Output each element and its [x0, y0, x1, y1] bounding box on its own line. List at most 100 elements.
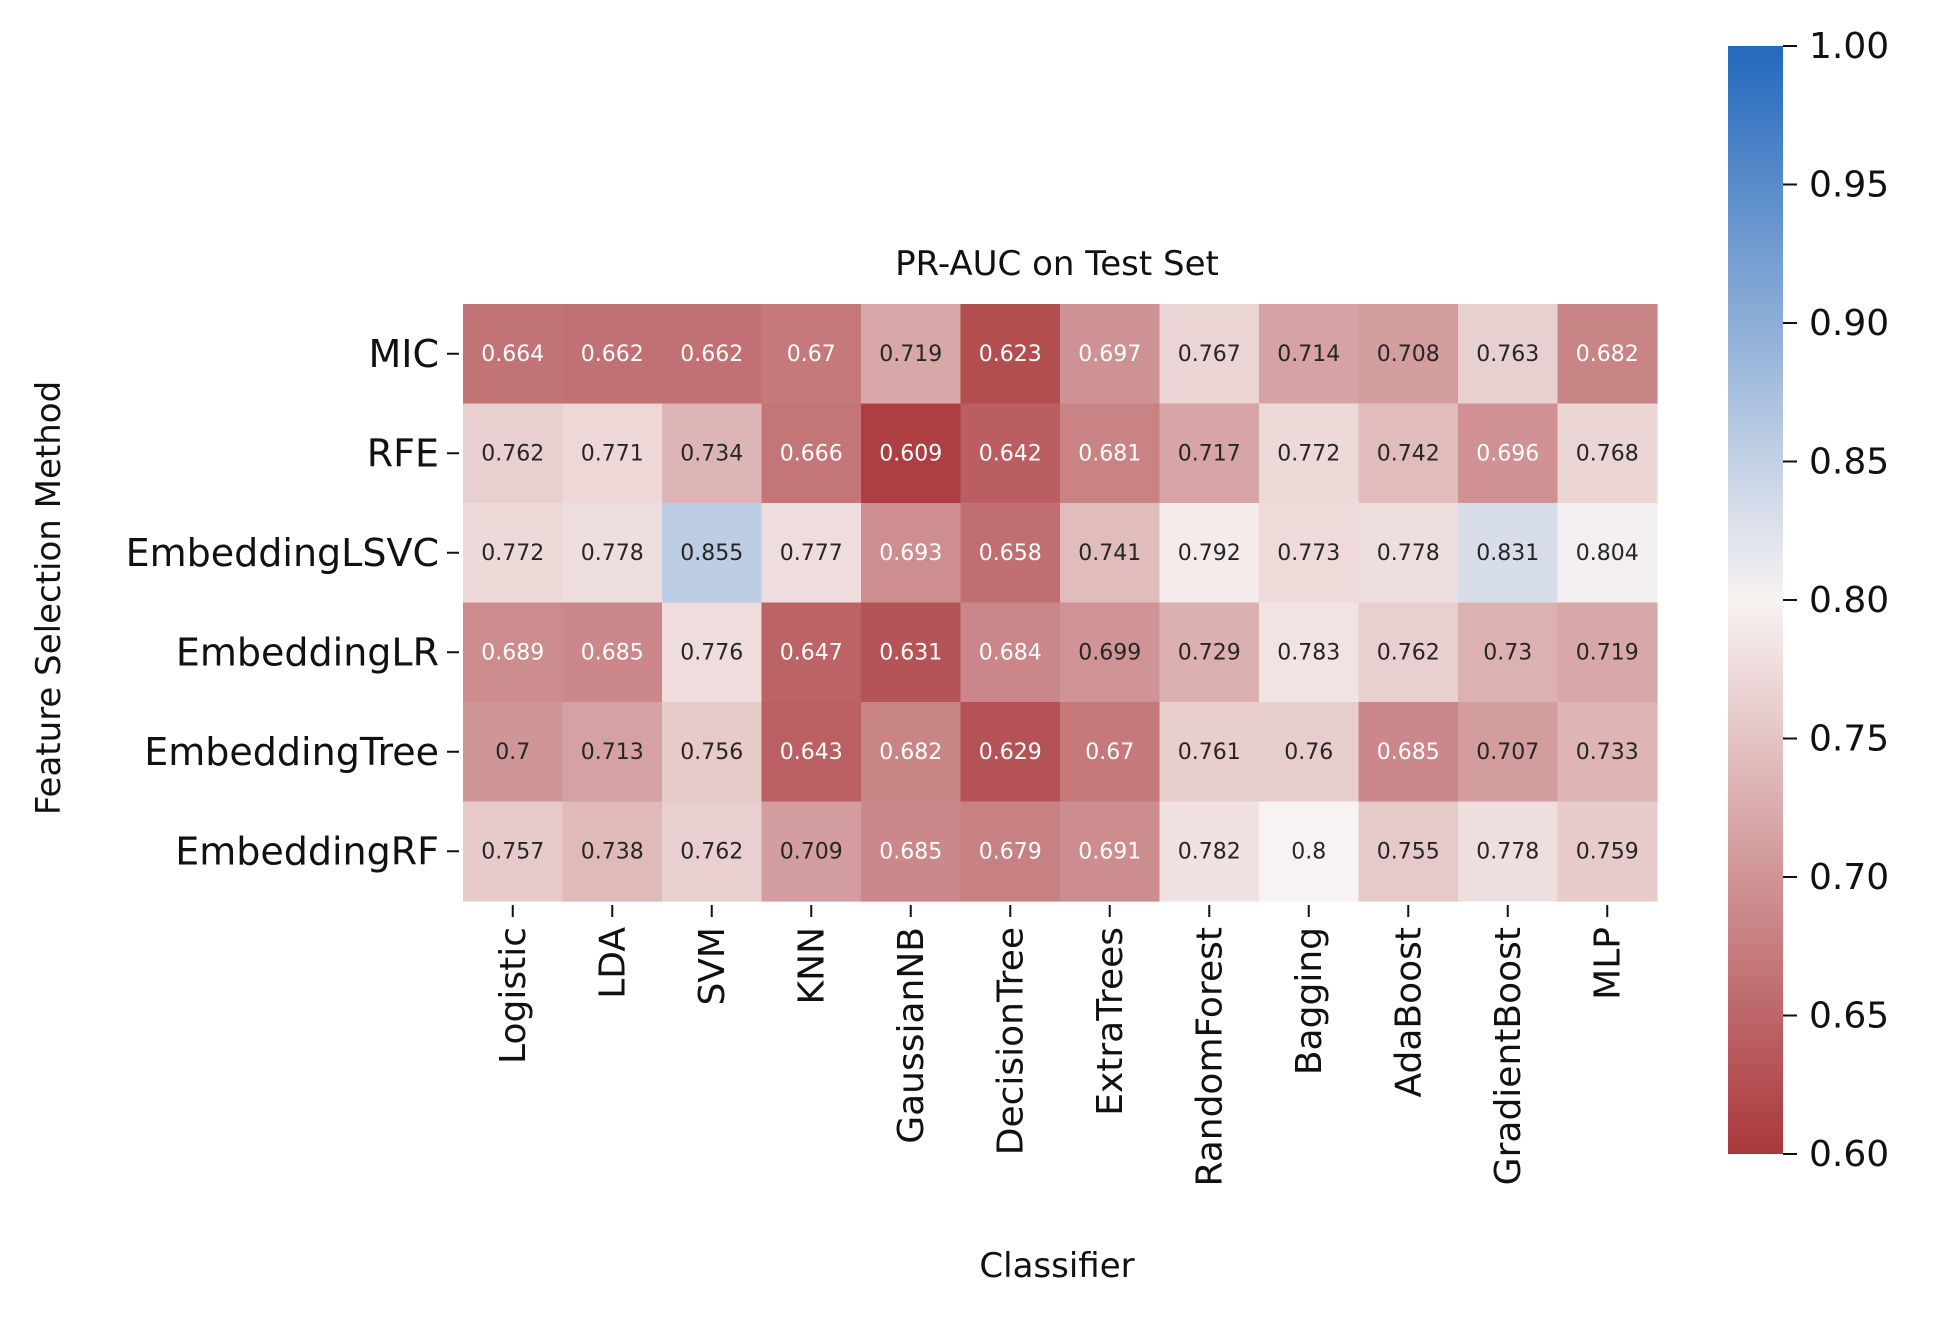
heatmap-cell-label-3-10: 0.73	[1483, 640, 1532, 665]
row-label-2: EmbeddingLSVC	[126, 531, 439, 575]
heatmap-cell-0-1	[562, 304, 663, 405]
heatmap-cell-label-3-8: 0.783	[1277, 640, 1340, 665]
heatmap-cell-0-10	[1458, 304, 1559, 405]
heatmap-cell-label-1-9: 0.742	[1377, 441, 1440, 466]
column-label-0: Logistic	[493, 927, 534, 1064]
column-tick-labels: Logistic LDA SVM KNN GaussianNB DecisionTree E…	[493, 905, 1628, 1187]
heatmap-cell-labels: 0.664 0.662 0.662 0.67 0.719 0.623 0.697 0.767 0…	[481, 342, 1638, 865]
heatmap-cell-label-2-0: 0.772	[481, 541, 544, 566]
heatmap-cell-label-2-9: 0.778	[1377, 541, 1440, 566]
heatmap-cell-label-4-3: 0.643	[780, 740, 843, 765]
colorbar-ticks: 0.60 0.65 0.70 0.75 0.80 0.85 0.90 0.95 1.00	[1783, 26, 1889, 1175]
colorbar-tick-label-6: 0.90	[1809, 303, 1889, 344]
heatmap-cell-1-0	[463, 403, 564, 504]
heatmap-cell-0-9	[1358, 304, 1459, 405]
heatmap-cell-3-10	[1458, 602, 1559, 703]
heatmap-cell-3-0	[463, 602, 564, 703]
column-label-2: SVM	[692, 927, 733, 1006]
column-label-9: AdaBoost	[1388, 927, 1429, 1098]
heatmap-cell-label-3-11: 0.719	[1576, 640, 1639, 665]
column-label-1: LDA	[592, 927, 633, 999]
heatmap-cell-label-3-0: 0.689	[481, 640, 544, 665]
heatmap-cell-3-11	[1557, 602, 1658, 703]
column-label-11: MLP	[1587, 927, 1628, 1000]
heatmap-cell-5-0	[463, 801, 564, 902]
heatmap-cell-label-4-6: 0.67	[1085, 740, 1134, 765]
heatmap-cell-label-2-8: 0.773	[1277, 541, 1340, 566]
heatmap-cell-label-2-3: 0.777	[780, 541, 843, 566]
heatmap-cell-4-4	[861, 702, 962, 803]
heatmap-cell-0-6	[1060, 304, 1161, 405]
heatmap-cell-4-5	[960, 702, 1061, 803]
colorbar	[1728, 46, 1783, 1154]
heatmap-cell-label-3-5: 0.684	[979, 640, 1042, 665]
heatmap-cell-5-4	[861, 801, 962, 902]
colorbar-tick-label-8: 1.00	[1809, 26, 1889, 67]
heatmap-cell-label-2-1: 0.778	[581, 541, 644, 566]
heatmap-cell-label-5-10: 0.778	[1476, 839, 1539, 864]
heatmap-cell-0-4	[861, 304, 962, 405]
row-label-5: EmbeddingRF	[175, 829, 439, 873]
heatmap-cell-label-3-2: 0.776	[680, 640, 743, 665]
heatmap-cell-label-5-4: 0.685	[879, 839, 942, 864]
row-label-4: EmbeddingTree	[144, 730, 439, 774]
heatmap-cell-label-0-11: 0.682	[1576, 342, 1639, 367]
heatmap-cell-2-3	[761, 503, 862, 604]
heatmap-cell-5-3	[761, 801, 862, 902]
heatmap-cell-0-3	[761, 304, 862, 405]
heatmap-cell-4-6	[1060, 702, 1161, 803]
heatmap-cell-2-4	[861, 503, 962, 604]
heatmap-cell-label-5-6: 0.691	[1078, 839, 1141, 864]
column-label-3: KNN	[791, 927, 832, 1004]
heatmap-cell-3-8	[1259, 602, 1360, 703]
heatmap-cell-label-4-11: 0.733	[1576, 740, 1639, 765]
heatmap-cell-1-9	[1358, 403, 1459, 504]
heatmap-cell-label-2-6: 0.741	[1078, 541, 1141, 566]
heatmap-cell-0-11	[1557, 304, 1658, 405]
heatmap-cell-4-11	[1557, 702, 1658, 803]
heatmap-cell-label-1-8: 0.772	[1277, 441, 1340, 466]
chart-title: PR-AUC on Test Set	[895, 244, 1219, 284]
x-axis-label: Classifier	[979, 1246, 1134, 1286]
heatmap-cell-label-1-3: 0.666	[780, 441, 843, 466]
heatmap-cell-1-4	[861, 403, 962, 504]
heatmap-cell-label-5-3: 0.709	[780, 839, 843, 864]
heatmap-cell-label-1-10: 0.696	[1476, 441, 1539, 466]
heatmap-cell-label-1-0: 0.762	[481, 441, 544, 466]
heatmap-cell-1-3	[761, 403, 862, 504]
heatmap-cell-2-10	[1458, 503, 1559, 604]
heatmap-cell-0-8	[1259, 304, 1360, 405]
heatmap-cell-1-2	[662, 403, 763, 504]
y-axis-label: Feature Selection Method	[29, 381, 69, 815]
heatmap-cell-label-2-11: 0.804	[1576, 541, 1639, 566]
heatmap-cell-label-3-9: 0.762	[1377, 640, 1440, 665]
heatmap-cell-3-1	[562, 602, 663, 703]
heatmap-cell-4-0	[463, 702, 564, 803]
heatmap-cell-label-4-4: 0.682	[879, 740, 942, 765]
heatmap-cell-3-6	[1060, 602, 1161, 703]
heatmap-cell-4-3	[761, 702, 862, 803]
heatmap-cell-label-0-4: 0.719	[879, 342, 942, 367]
heatmap-cell-2-0	[463, 503, 564, 604]
heatmap-cell-2-1	[562, 503, 663, 604]
heatmap-cell-label-4-1: 0.713	[581, 740, 644, 765]
heatmap-cell-label-3-1: 0.685	[581, 640, 644, 665]
heatmap-cell-label-1-1: 0.771	[581, 441, 644, 466]
heatmap-cell-1-1	[562, 403, 663, 504]
heatmap-cell-label-1-2: 0.734	[680, 441, 743, 466]
colorbar-tick-label-5: 0.85	[1809, 442, 1889, 483]
heatmap-cell-label-2-7: 0.792	[1178, 541, 1241, 566]
heatmap-cell-0-5	[960, 304, 1061, 405]
heatmap-cell-2-11	[1557, 503, 1658, 604]
heatmap-cell-2-6	[1060, 503, 1161, 604]
column-label-10: GradientBoost	[1488, 927, 1529, 1185]
heatmap-cell-5-7	[1159, 801, 1260, 902]
heatmap-cell-4-8	[1259, 702, 1360, 803]
heatmap-cell-label-4-2: 0.756	[680, 740, 743, 765]
heatmap-cell-label-4-7: 0.761	[1178, 740, 1241, 765]
column-label-4: GaussianNB	[891, 927, 932, 1144]
colorbar-tick-label-0: 0.60	[1809, 1134, 1889, 1175]
heatmap-cell-label-4-0: 0.7	[495, 740, 530, 765]
